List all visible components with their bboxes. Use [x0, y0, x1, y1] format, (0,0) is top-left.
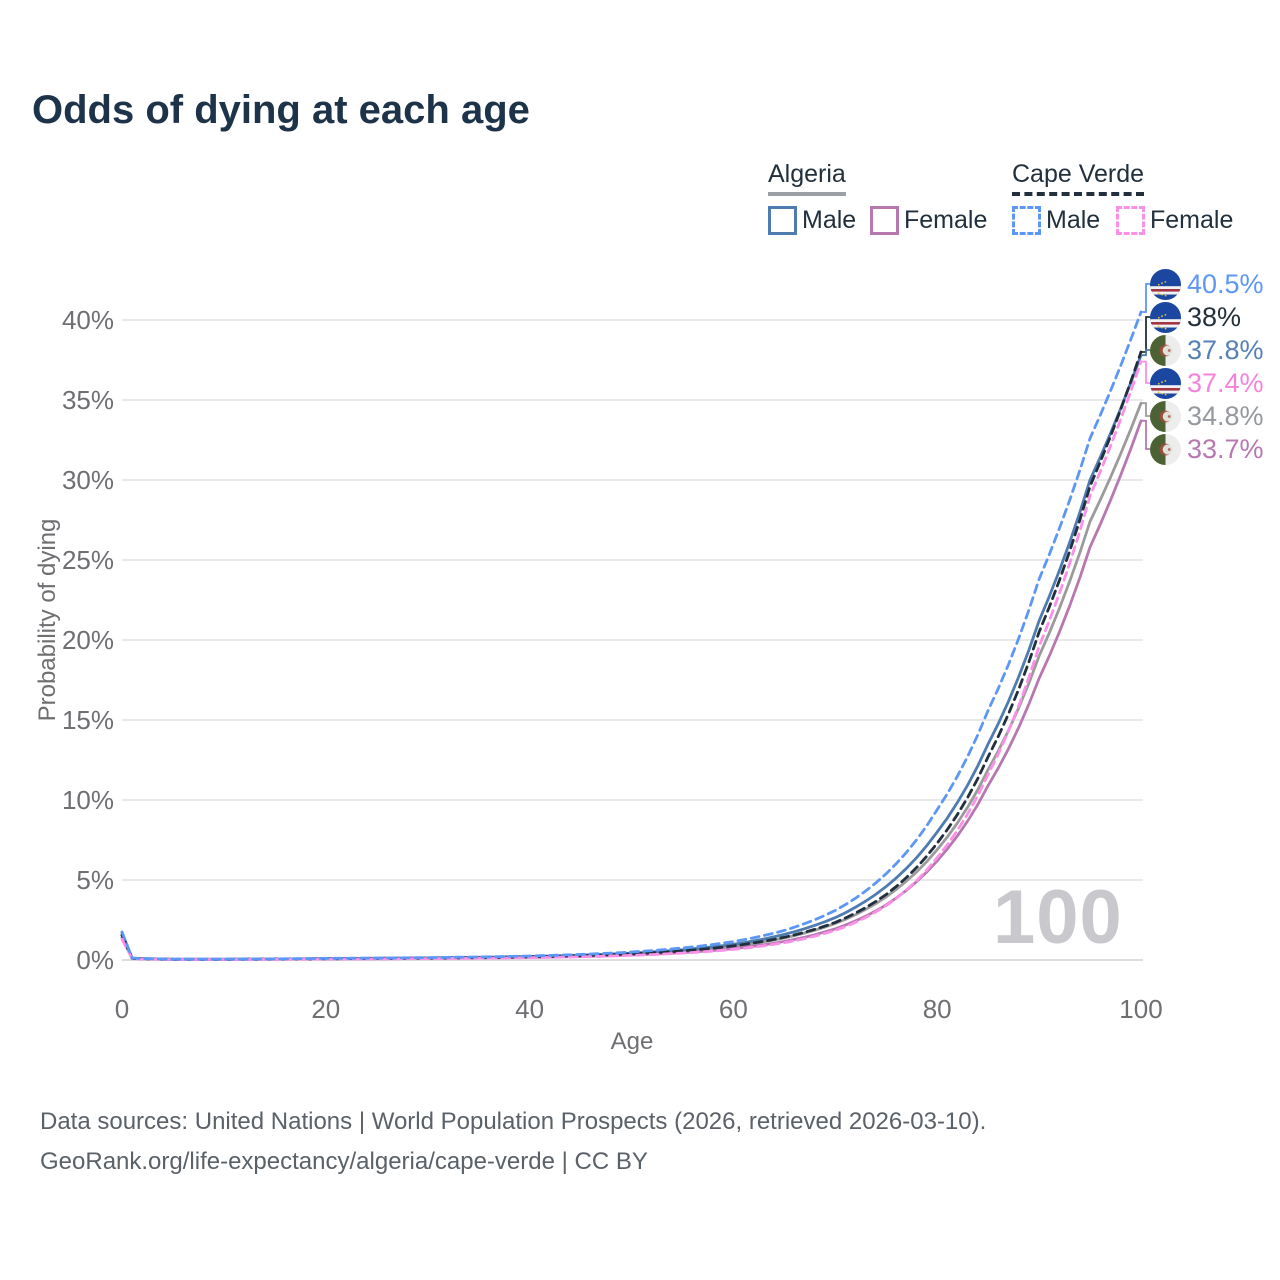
legend-item-algeria-male[interactable]: Male — [768, 204, 856, 236]
x-tick-label: 60 — [718, 994, 748, 1024]
leader-lines — [1141, 283, 1150, 450]
y-tick-label: 5% — [76, 865, 114, 895]
algeria-male-swatch-icon — [768, 205, 797, 235]
x-tick-label: 0 — [114, 994, 130, 1024]
algeria-flag-icon — [1150, 434, 1181, 465]
end-label-algeria-male[interactable]: 37.8% — [1150, 334, 1264, 366]
leader-line — [1141, 349, 1150, 357]
leader-line — [1141, 283, 1150, 313]
y-tick-label: 25% — [61, 545, 114, 575]
end-label-value: 38% — [1187, 301, 1242, 332]
cape-verde-flag-icon — [1150, 269, 1181, 300]
y-tick-label: 0% — [76, 945, 114, 975]
cape-verde-flag-icon — [1150, 368, 1181, 399]
legend-label: Male — [802, 205, 857, 234]
legend-group-cape-verde[interactable]: Cape Verde — [1012, 160, 1145, 196]
x-tick-label: 20 — [311, 994, 341, 1024]
series-line-cape-verde-male[interactable] — [120, 310, 1143, 961]
end-label-algeria-female[interactable]: 33.7% — [1150, 433, 1264, 465]
leader-line — [1141, 360, 1150, 384]
y-tick-label: 35% — [61, 385, 114, 415]
end-label-value: 34.8% — [1187, 400, 1264, 431]
leader-line — [1141, 316, 1150, 353]
y-tick-label: 10% — [61, 785, 114, 815]
y-tick-label: 15% — [61, 705, 114, 735]
gridlines — [122, 319, 1143, 961]
y-axis-title: Probability of dying — [34, 518, 61, 722]
legend-item-cape-verde-female[interactable]: Female — [1116, 204, 1233, 236]
x-tick-label: 100 — [1119, 994, 1163, 1024]
algeria-flag-icon — [1150, 335, 1181, 366]
x-tick-label: 80 — [922, 994, 952, 1024]
x-axis-title: Age — [610, 1028, 654, 1055]
end-label-cape-verde-both[interactable]: 38% — [1150, 301, 1241, 333]
end-label-algeria-both[interactable]: 34.8% — [1150, 400, 1264, 432]
y-tick-label: 30% — [61, 465, 114, 495]
age-watermark: 100 — [993, 875, 1123, 960]
series-line-cape-verde-female[interactable] — [120, 360, 1143, 961]
series-line-algeria-both[interactable] — [120, 401, 1143, 961]
end-label-value: 37.4% — [1187, 367, 1264, 398]
x-tick-label: 40 — [515, 994, 545, 1024]
page-title: Odds of dying at each age — [32, 88, 530, 132]
series-line-cape-verde-both[interactable] — [120, 350, 1143, 961]
series-lines — [120, 310, 1143, 961]
leader-line — [1141, 419, 1150, 450]
data-sources-text: Data sources: United Nations | World Pop… — [40, 1108, 987, 1135]
end-label-value: 33.7% — [1187, 433, 1264, 464]
algeria-female-swatch-icon — [870, 205, 899, 235]
end-label-value: 40.5% — [1187, 268, 1264, 299]
series-line-algeria-female[interactable] — [120, 419, 1143, 961]
end-label-value: 37.8% — [1187, 334, 1264, 365]
legend-item-algeria-female[interactable]: Female — [870, 204, 987, 236]
legend-label: Male — [1046, 205, 1101, 234]
cape-verde-flag-icon — [1150, 302, 1181, 333]
legend-group-algeria[interactable]: Algeria — [768, 160, 846, 196]
cape-verde-female-swatch-icon — [1116, 205, 1145, 235]
end-label-cape-verde-male[interactable]: 40.5% — [1150, 268, 1264, 300]
legend-item-cape-verde-male[interactable]: Male — [1012, 204, 1100, 236]
y-tick-label: 40% — [61, 305, 114, 335]
y-tick-label: 20% — [61, 625, 114, 655]
legend-label: Female — [904, 205, 988, 234]
end-label-cape-verde-female[interactable]: 37.4% — [1150, 367, 1264, 399]
series-line-algeria-male[interactable] — [120, 353, 1143, 961]
leader-line — [1141, 402, 1150, 417]
attribution-link[interactable]: GeoRank.org/life-expectancy/algeria/cape… — [40, 1148, 648, 1175]
legend-label: Female — [1150, 205, 1234, 234]
cape-verde-male-swatch-icon — [1012, 205, 1041, 235]
algeria-flag-icon — [1150, 401, 1181, 432]
